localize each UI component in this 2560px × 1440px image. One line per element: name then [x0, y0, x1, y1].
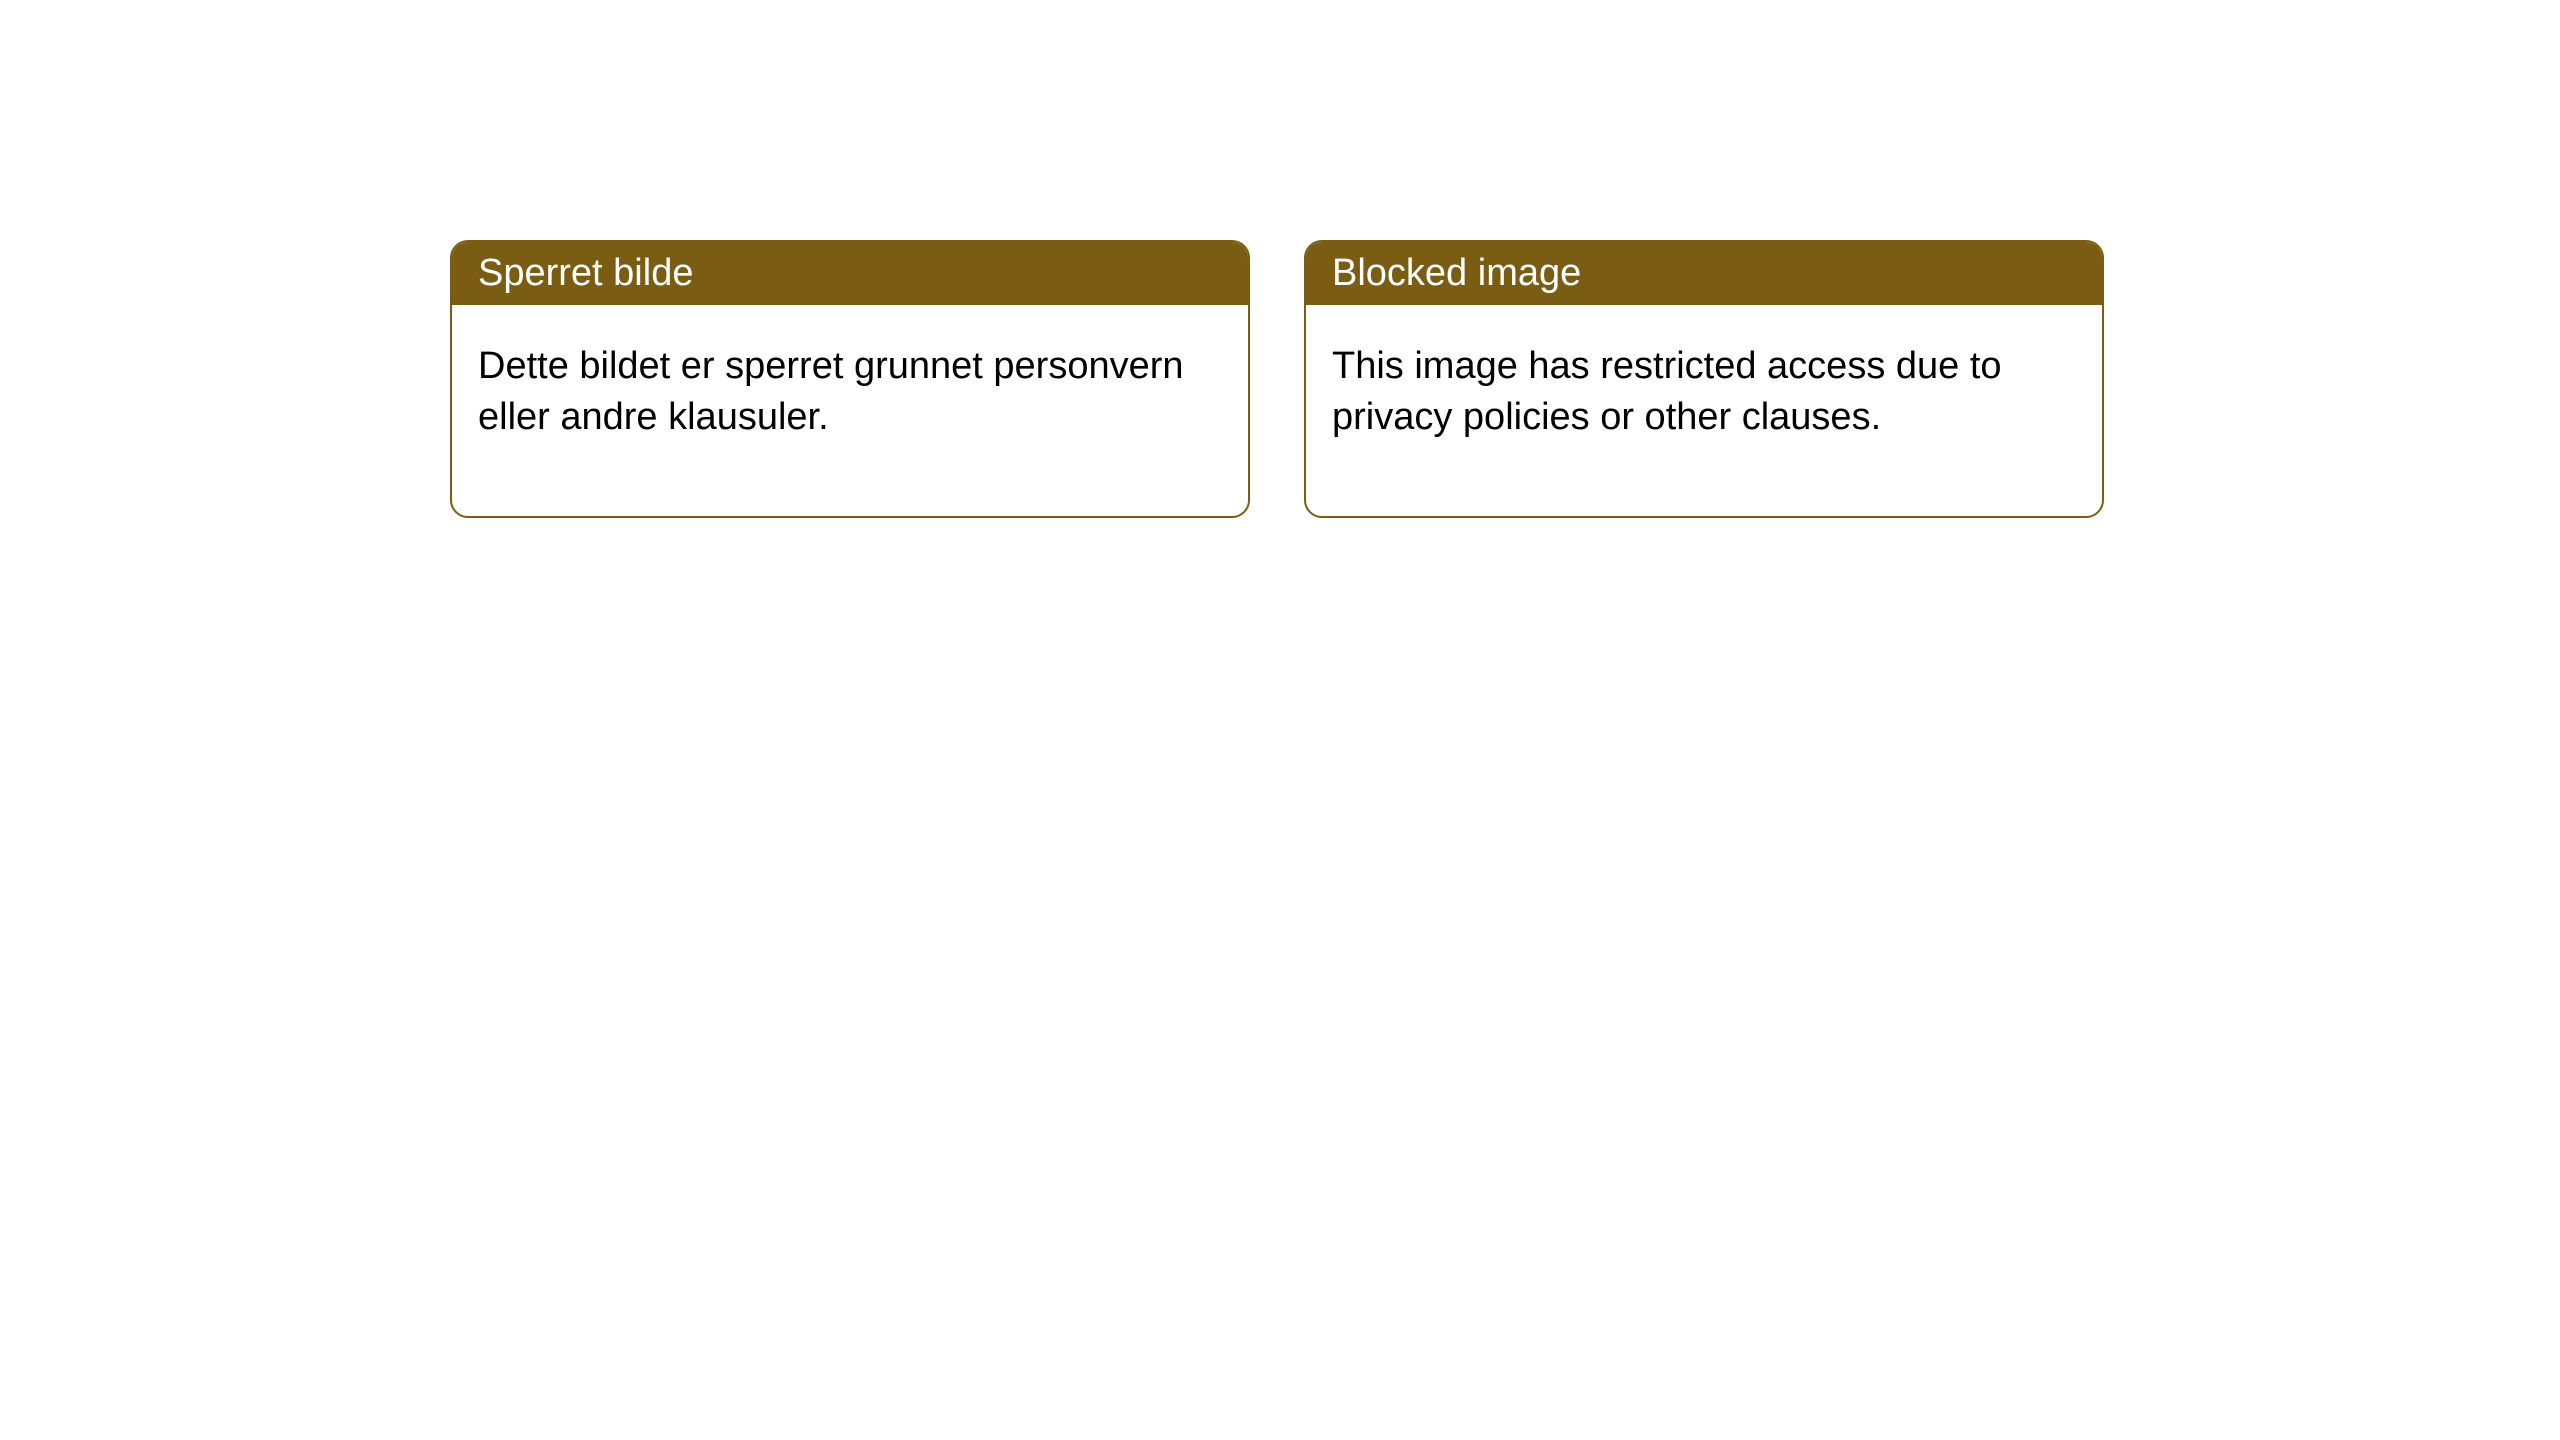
blocked-image-card-no: Sperret bilde Dette bildet er sperret gr…: [450, 240, 1250, 518]
card-header: Blocked image: [1306, 242, 2102, 305]
card-title: Sperret bilde: [478, 252, 693, 294]
card-body-text: Dette bildet er sperret grunnet personve…: [478, 345, 1184, 438]
card-title: Blocked image: [1332, 252, 1581, 294]
card-body: This image has restricted access due to …: [1306, 305, 2102, 516]
card-body-text: This image has restricted access due to …: [1332, 345, 2002, 438]
card-header: Sperret bilde: [452, 242, 1248, 305]
blocked-image-card-en: Blocked image This image has restricted …: [1304, 240, 2104, 518]
cards-container: Sperret bilde Dette bildet er sperret gr…: [0, 0, 2560, 518]
card-body: Dette bildet er sperret grunnet personve…: [452, 305, 1248, 516]
